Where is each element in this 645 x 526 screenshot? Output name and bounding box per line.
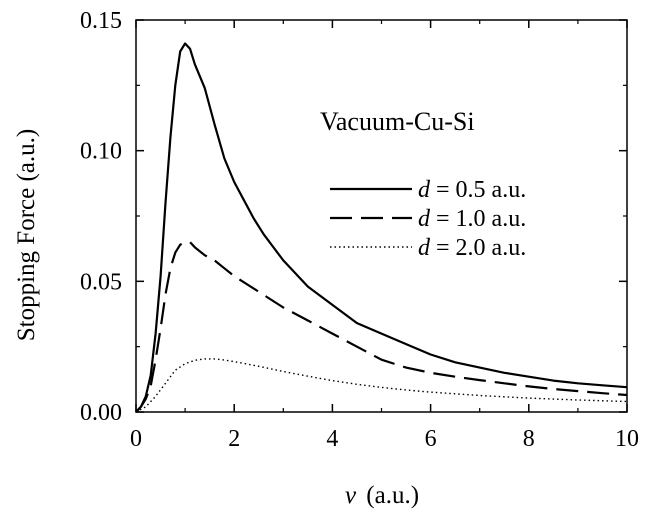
legend-label-3: d = 2.0 a.u. (418, 235, 526, 261)
y-axis-label: Stopping Force (a.u.) (13, 129, 40, 341)
plot-area (135, 42, 628, 413)
material-annotation: Vacuum-Cu-Si (320, 107, 475, 136)
series-line-1 (135, 42, 628, 413)
x-tick-label: 6 (425, 426, 437, 452)
x-tick-label: 0 (130, 426, 142, 452)
axes: 0 2 4 6 8 10 0.00 0.05 0.10 0.15 (80, 8, 639, 452)
legend-variable: d (418, 177, 431, 203)
series-line-3 (135, 358, 628, 413)
legend-value: = 1.0 a.u. (430, 206, 526, 232)
legend-label-1: d = 0.5 a.u. (418, 177, 526, 203)
axis-labels: Stopping Force (a.u.) v (a.u.) Vacuum-Cu… (13, 107, 475, 509)
plot-frame (135, 19, 628, 413)
legend: d = 0.5 a.u.d = 1.0 a.u.d = 2.0 a.u. (330, 177, 526, 261)
x-axis-label: v (a.u.) (345, 482, 419, 509)
legend-value: = 2.0 a.u. (430, 235, 526, 261)
x-tick-label: 10 (615, 426, 639, 452)
legend-variable: d (418, 235, 431, 261)
series-line-2 (135, 241, 628, 413)
y-tick-label: 0.00 (80, 400, 122, 426)
x-tick-label: 8 (523, 426, 535, 452)
y-tick-label: 0.10 (80, 139, 122, 165)
y-tick-label: 0.15 (80, 8, 122, 34)
x-axis-unit: (a.u.) (366, 482, 419, 509)
legend-value: = 0.5 a.u. (430, 177, 526, 203)
x-tick-label: 4 (326, 426, 338, 452)
x-tick-label: 2 (228, 426, 240, 452)
x-axis-variable: v (345, 482, 357, 509)
legend-label-2: d = 1.0 a.u. (418, 206, 526, 232)
y-tick-label: 0.05 (80, 269, 122, 295)
legend-variable: d (418, 206, 431, 232)
